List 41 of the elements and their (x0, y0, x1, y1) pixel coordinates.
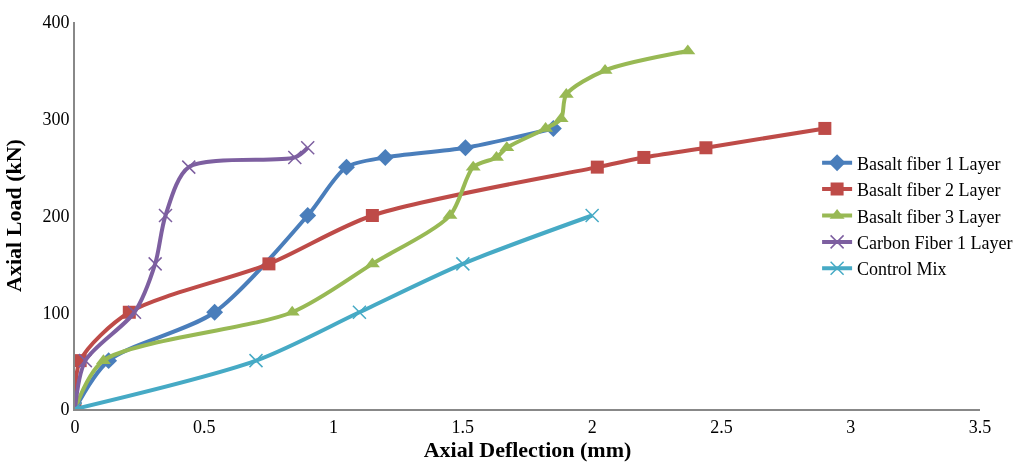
x-tick-label: 3 (846, 416, 856, 437)
point (78, 353, 93, 368)
point (818, 121, 832, 135)
legend-label: Basalt fiber 1 Layer (857, 153, 1001, 174)
point (248, 353, 264, 368)
point (299, 207, 317, 224)
point (147, 256, 163, 272)
y-axis-title: Axial Load (kN) (0, 139, 26, 292)
y-tick-label: 400 (42, 12, 70, 33)
point (365, 209, 379, 222)
legend-label: Carbon Fiber 1 Layer (857, 232, 1013, 253)
point (637, 150, 651, 164)
point (181, 159, 197, 175)
point (584, 208, 600, 223)
point (158, 208, 173, 223)
x-tick-label: 0.5 (193, 416, 216, 437)
x-tick-label: 3.5 (968, 416, 992, 437)
point (455, 256, 471, 272)
point (287, 150, 303, 165)
x-tick-label: 2 (587, 416, 597, 437)
point (206, 303, 224, 321)
x-tick-label: 2.5 (710, 416, 733, 437)
point (376, 149, 394, 166)
y-tick-label: 200 (42, 205, 70, 226)
legend-label: Control Mix (857, 259, 947, 280)
point (127, 305, 142, 320)
point (262, 257, 276, 271)
point (590, 160, 604, 174)
x-axis-title: Axial Deflection (mm) (423, 436, 632, 462)
legend-label: Basalt fiber 3 Layer (857, 206, 1001, 227)
legend-label: Basalt fiber 2 Layer (857, 180, 1001, 201)
point (338, 158, 355, 176)
point (699, 141, 713, 155)
point (300, 140, 315, 156)
y-tick-label: 100 (42, 302, 70, 323)
y-tick-label: 300 (42, 109, 70, 130)
y-tick-label: 0 (60, 399, 70, 420)
point (352, 305, 367, 320)
point (456, 139, 474, 157)
x-tick-label: 1.5 (451, 416, 475, 437)
x-tick-label: 1 (329, 416, 339, 437)
